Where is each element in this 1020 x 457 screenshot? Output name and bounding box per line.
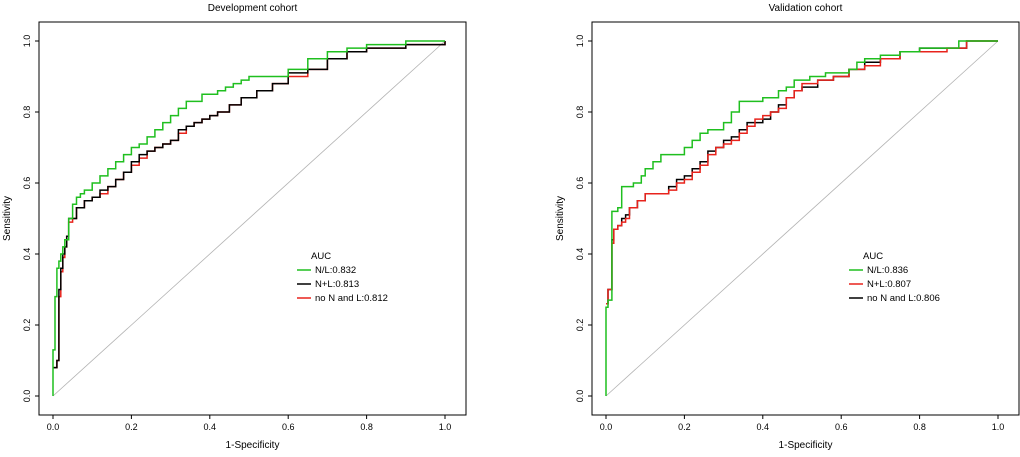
y-tick-label: 1.0 [22,35,32,48]
plot-frame [591,21,1020,416]
chart-title: Development cohort [208,3,298,14]
legend-entry: N+L:0.813 [315,279,359,290]
y-tick-label: 0.4 [22,248,32,261]
x-tick-label: 0.0 [600,422,613,432]
plot-frame [38,21,467,416]
y-tick-label: 0.8 [575,106,585,119]
x-tick-label: 0.8 [913,422,926,432]
x-tick-label: 1.0 [439,422,452,432]
y-tick-label: 0.2 [22,319,32,332]
legend-entry: N+L:0.807 [867,279,911,290]
roc-curve [605,40,998,396]
x-tick-label: 0.4 [757,422,770,432]
chart-title: Validation cohort [769,3,843,14]
y-tick-label: 1.0 [575,35,585,48]
legend-entry: N/L:0.832 [315,265,356,276]
legend-entry: no N and L:0.812 [315,293,388,304]
x-axis-label: 1-Specificity [779,440,833,451]
y-tick-label: 0.2 [575,319,585,332]
x-axis-label: 1-Specificity [226,440,280,451]
y-tick-label: 0.6 [22,177,32,190]
legend-title: AUC [863,251,883,262]
reference-diagonal [52,40,446,397]
x-tick-label: 1.0 [992,422,1005,432]
y-tick-label: 0.8 [22,106,32,119]
y-tick-label: 0.6 [575,177,585,190]
x-tick-label: 0.6 [835,422,848,432]
roc-panel-1: Development cohort 0.0 0.2 0.4 0.6 0.8 1.0 0.0 0… [2,3,467,451]
y-tick-label: 0.0 [22,390,32,403]
x-tick-label: 0.6 [282,422,295,432]
y-tick-label: 0.0 [575,390,585,403]
y-axis-label: Sensitivity [555,196,566,241]
x-tick-label: 0.8 [360,422,373,432]
roc-curve [52,40,445,396]
reference-diagonal [605,40,999,397]
y-tick-label: 0.4 [575,248,585,261]
legend-title: AUC [311,251,331,262]
x-tick-label: 0.0 [47,422,60,432]
legend-entry: N/L:0.836 [867,265,908,276]
roc-curve [53,41,446,369]
roc-panel-2: Validation cohort 0.0 0.2 0.4 0.6 0.8 1.0 0.0 0.… [555,3,1020,451]
x-tick-label: 0.2 [125,422,138,432]
x-tick-label: 0.2 [678,422,691,432]
y-axis-label: Sensitivity [2,196,13,241]
legend-entry: no N and L:0.806 [867,293,940,304]
roc-curve [53,41,446,369]
x-tick-label: 0.4 [204,422,217,432]
